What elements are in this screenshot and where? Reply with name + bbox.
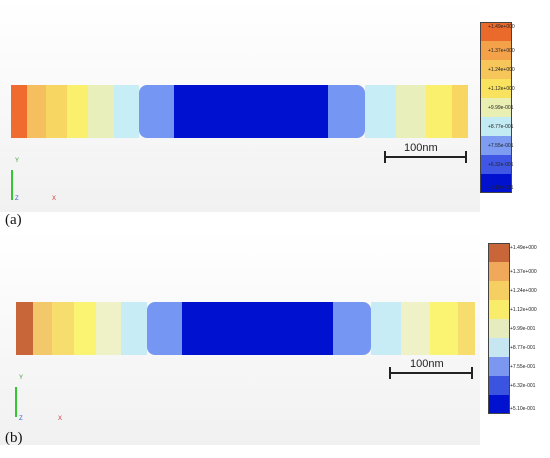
legend-frame xyxy=(488,243,510,414)
legend-swatch xyxy=(488,300,510,319)
strip-segment xyxy=(139,85,175,138)
scale-bar-label: 100nm xyxy=(410,358,444,370)
scale-bar-right-tick xyxy=(471,367,473,379)
legend-swatch xyxy=(480,117,512,136)
strip-segment xyxy=(87,85,114,138)
panel-b: 100nm Y Z X +1.49e+000 +1.37e+000 +1.24e+0… xyxy=(0,230,550,446)
y-axis-label: Y xyxy=(15,158,20,164)
legend-swatch xyxy=(488,395,510,414)
legend-label: +1.24e+000 xyxy=(488,66,515,73)
scale-bar-line xyxy=(384,156,467,158)
z-axis-label: Z xyxy=(19,416,23,422)
strip-segment xyxy=(365,85,396,138)
scale-bar xyxy=(389,367,473,379)
legend-swatch xyxy=(480,41,512,60)
panel-label: (a) xyxy=(5,212,22,228)
strip-segment xyxy=(181,302,333,355)
axis-triad: Y Z X xyxy=(12,375,72,425)
legend-label: +9.99e-001 xyxy=(488,104,514,111)
legend-label: +1.49e+000 xyxy=(510,245,537,251)
strip-segment xyxy=(425,85,452,138)
legend-swatch xyxy=(480,60,512,79)
legend-swatch xyxy=(480,98,512,117)
scale-bar-right-tick xyxy=(465,151,467,163)
legend-label: +1.37e+000 xyxy=(488,47,515,54)
legend-swatch xyxy=(480,136,512,155)
legend-label: +1.37e+000 xyxy=(510,268,537,275)
legend-label: +6.32e-001 xyxy=(510,382,536,389)
panel-a: 100nm Y Z X +1.49e+000 +1.37e+000 +1.24e+0… xyxy=(0,0,550,228)
strip-segment xyxy=(174,85,329,138)
color-legend xyxy=(480,22,512,193)
color-legend-labels: +1.49e+000 +1.37e+000 +1.24e+000 +1.12e+000… xyxy=(486,22,526,193)
legend-swatch xyxy=(488,281,510,300)
legend-swatch xyxy=(488,319,510,338)
legend-label: +5.10e-001 xyxy=(488,185,514,191)
z-axis-label: Z xyxy=(15,196,19,202)
legend-swatch xyxy=(488,357,510,376)
legend-label: +9.99e-001 xyxy=(510,325,536,332)
strip-segment xyxy=(51,302,74,355)
strip-segment xyxy=(95,302,121,355)
x-axis-label: X xyxy=(58,416,63,422)
strip-segment xyxy=(371,302,401,355)
legend-swatch xyxy=(488,262,510,281)
strip-segment xyxy=(332,302,372,355)
potential-strip xyxy=(11,85,468,138)
axis-triad: Y Z X xyxy=(8,158,68,208)
scale-bar-label: 100nm xyxy=(404,142,438,154)
strip-segment xyxy=(113,85,140,138)
strip-segment xyxy=(400,302,431,355)
legend-swatch xyxy=(488,376,510,395)
strip-segment xyxy=(73,302,96,355)
scale-bar xyxy=(384,151,467,163)
legend-label: +8.77e-001 xyxy=(488,123,514,130)
legend-swatch xyxy=(480,79,512,98)
y-axis-line xyxy=(15,387,17,417)
scale-bar-line xyxy=(389,372,473,374)
color-legend xyxy=(488,243,510,414)
legend-label: +1.12e+000 xyxy=(510,306,537,313)
x-axis-label: X xyxy=(52,196,57,202)
legend-swatch xyxy=(488,243,510,262)
legend-label: +1.24e+000 xyxy=(510,287,537,294)
strip-segment xyxy=(430,302,459,355)
strip-segment xyxy=(11,85,28,138)
legend-swatch xyxy=(480,174,512,193)
strip-segment xyxy=(120,302,148,355)
strip-segment xyxy=(45,85,67,138)
panel-label: (b) xyxy=(5,430,23,446)
legend-label: +6.32e-001 xyxy=(488,161,514,168)
strip-segment xyxy=(451,85,468,138)
legend-swatch xyxy=(480,155,512,174)
legend-label: +1.49e+000 xyxy=(488,24,515,30)
strip-segment xyxy=(395,85,426,138)
strip-segment xyxy=(16,302,34,355)
strip-segment xyxy=(328,85,366,138)
y-axis-line xyxy=(11,170,13,200)
y-axis-label: Y xyxy=(19,375,24,381)
strip-segment xyxy=(458,302,475,355)
legend-swatch xyxy=(480,22,512,41)
legend-swatch xyxy=(488,338,510,357)
strip-segment xyxy=(33,302,52,355)
strip-segment xyxy=(147,302,182,355)
legend-label: +7.55e-001 xyxy=(510,363,536,370)
strip-segment xyxy=(66,85,88,138)
strip-segment xyxy=(27,85,46,138)
legend-label: +5.10e-001 xyxy=(510,406,536,412)
color-legend-labels: +1.49e+000 +1.37e+000 +1.24e+000 +1.12e+000… xyxy=(508,243,548,414)
legend-label: +8.77e-001 xyxy=(510,344,536,351)
legend-label: +1.12e+000 xyxy=(488,85,515,92)
legend-label: +7.55e-001 xyxy=(488,142,514,149)
legend-frame xyxy=(480,22,512,193)
potential-strip xyxy=(16,302,475,355)
